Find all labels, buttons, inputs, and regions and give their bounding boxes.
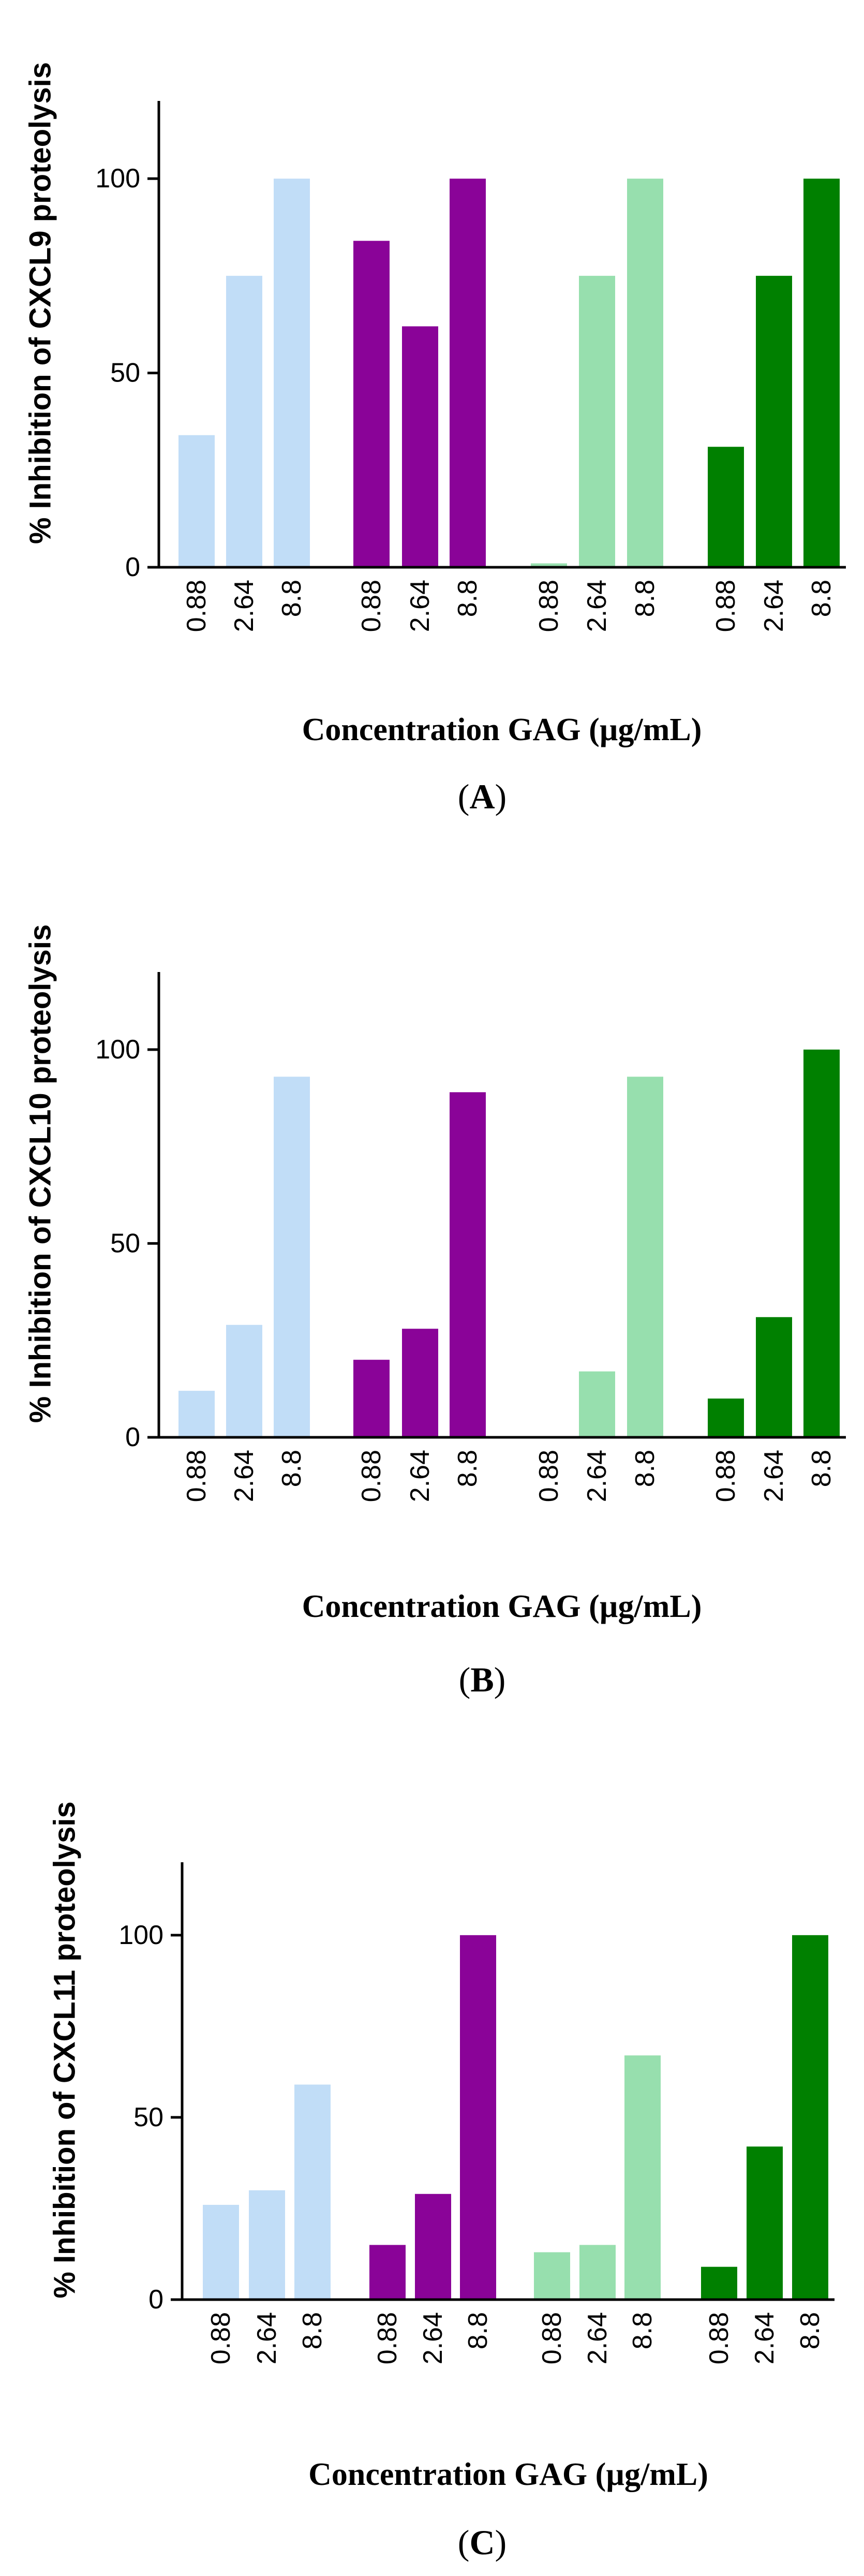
bar-c-group3-2.64	[579, 2245, 616, 2300]
bar-c-group2-8.8	[460, 1935, 496, 2300]
x-tick-label: 8.8	[453, 1450, 483, 1487]
y-tick-label: 50	[110, 358, 140, 388]
bar-a-group4-0.88	[708, 447, 744, 567]
x-tick-label: 2.64	[582, 580, 612, 632]
x-tick-label: 8.8	[807, 1450, 837, 1487]
bar-b-group4-8.8	[803, 1049, 840, 1437]
chart-panel-c: 0.88 2.64 8.8 0.88 2.64 8.8 0.88 2.64 8.8 0.88 2.6…	[48, 1801, 835, 2562]
x-tick-label: 0.88	[356, 1450, 386, 1502]
x-tick-label: 2.64	[750, 2312, 780, 2364]
x-tick-label: 2.64	[582, 1450, 612, 1502]
x-axis-title: Concentration GAG (µg/mL)	[308, 2457, 708, 2492]
bar-c-group4-0.88	[701, 2266, 737, 2300]
x-tick-label: 8.8	[463, 2312, 493, 2349]
bar-c-group3-0.88	[534, 2252, 570, 2300]
bar-a-group1-8.8	[274, 179, 310, 568]
bar-a-group2-8.8	[450, 179, 486, 568]
x-tick-label: 8.8	[277, 580, 307, 617]
x-tick-label: 0.88	[182, 1450, 212, 1502]
bar-a-group1-2.64	[226, 275, 262, 567]
bar-c-group2-0.88	[369, 2245, 406, 2300]
y-tick-label: 100	[95, 164, 140, 194]
bar-b-group1-8.8	[274, 1077, 310, 1437]
bar-a-group3-2.64	[579, 275, 615, 567]
y-axis-title: % Inhibition of CXCL10 proteolysis	[24, 924, 57, 1423]
x-tick-label: 0.88	[356, 580, 386, 632]
x-tick-label: 8.8	[628, 2312, 658, 2349]
bar-b-group2-8.8	[450, 1092, 486, 1437]
bar-a-group1-0.88	[178, 435, 215, 567]
bar-a-group4-2.64	[756, 275, 792, 567]
bar-b-group4-0.88	[708, 1399, 744, 1437]
x-tick-label: 8.8	[630, 580, 660, 617]
x-tick-label: 0.88	[537, 2312, 567, 2364]
x-tick-label: 0.88	[711, 580, 741, 632]
bar-c-group2-2.64	[415, 2194, 451, 2300]
y-tick-label: 0	[125, 1422, 140, 1452]
y-axis-title: % Inhibition of CXCL11 proteolysis	[48, 1801, 82, 2298]
panel-label: (C)	[458, 2523, 507, 2562]
panel-label: (A)	[458, 777, 507, 816]
x-tick-label: 2.64	[759, 1450, 789, 1502]
bar-c-group4-8.8	[792, 1935, 828, 2300]
x-tick-label: 2.64	[252, 2312, 282, 2364]
x-tick-label: 2.64	[229, 1450, 259, 1502]
x-tick-label: 8.8	[795, 2312, 825, 2349]
bar-b-group3-2.64	[579, 1371, 615, 1437]
x-tick-label: 8.8	[807, 580, 837, 617]
x-tick-label: 8.8	[630, 1450, 660, 1487]
chart-panel-a: 0.88 2.64 8.8 0.88 2.64 8.8 0.88 2.64 8.8 0.88 2.6…	[24, 62, 846, 816]
x-tick-label: 8.8	[297, 2312, 327, 2349]
x-tick-label: 8.8	[277, 1450, 307, 1487]
y-tick-label: 50	[133, 2102, 163, 2132]
bar-a-group3-0.88	[531, 563, 567, 567]
y-tick-label: 50	[110, 1228, 140, 1258]
x-axis-title: Concentration GAG (µg/mL)	[302, 1589, 702, 1624]
bar-b-group3-8.8	[627, 1077, 663, 1437]
y-tick-label: 0	[125, 552, 140, 582]
bar-b-group2-2.64	[402, 1329, 438, 1437]
bar-c-group1-2.64	[249, 2190, 285, 2300]
x-tick-label: 0.88	[711, 1450, 741, 1502]
x-tick-label: 2.64	[583, 2312, 613, 2364]
x-tick-label: 0.88	[534, 580, 564, 632]
chart-panel-b: 0.88 2.64 8.8 0.88 2.64 8.8 0.88 2.64 8.8 0.88 2.6…	[24, 924, 846, 1699]
x-tick-label: 0.88	[704, 2312, 734, 2364]
bar-b-group1-0.88	[178, 1391, 215, 1437]
x-tick-label: 2.64	[405, 580, 435, 632]
bar-a-group2-2.64	[402, 326, 438, 567]
y-tick-label: 100	[95, 1035, 140, 1065]
x-tick-label: 0.88	[373, 2312, 403, 2364]
bar-c-group1-0.88	[203, 2204, 239, 2300]
bar-c-group3-8.8	[624, 2055, 661, 2300]
x-tick-label: 0.88	[534, 1450, 564, 1502]
bar-b-group4-2.64	[756, 1317, 792, 1437]
bar-c-group4-2.64	[747, 2146, 783, 2300]
x-tick-label: 2.64	[418, 2312, 448, 2364]
x-axis-title: Concentration GAG (µg/mL)	[302, 712, 702, 747]
x-tick-label: 2.64	[759, 580, 789, 632]
bar-a-group2-0.88	[353, 241, 390, 567]
y-tick-label: 0	[148, 2285, 163, 2315]
panel-label: (B)	[459, 1660, 506, 1699]
x-tick-label: 8.8	[453, 580, 483, 617]
bar-b-group2-0.88	[353, 1360, 390, 1437]
x-tick-label: 0.88	[182, 580, 212, 632]
bar-c-group1-8.8	[294, 2084, 331, 2300]
bar-a-group3-8.8	[627, 179, 663, 568]
x-tick-label: 2.64	[405, 1450, 435, 1502]
y-tick-label: 100	[118, 1920, 163, 1950]
bar-b-group1-2.64	[226, 1324, 262, 1437]
bar-a-group4-8.8	[803, 179, 840, 568]
x-tick-label: 2.64	[229, 580, 259, 632]
y-axis-title: % Inhibition of CXCL9 proteolysis	[24, 62, 57, 544]
x-tick-label: 0.88	[206, 2312, 236, 2364]
